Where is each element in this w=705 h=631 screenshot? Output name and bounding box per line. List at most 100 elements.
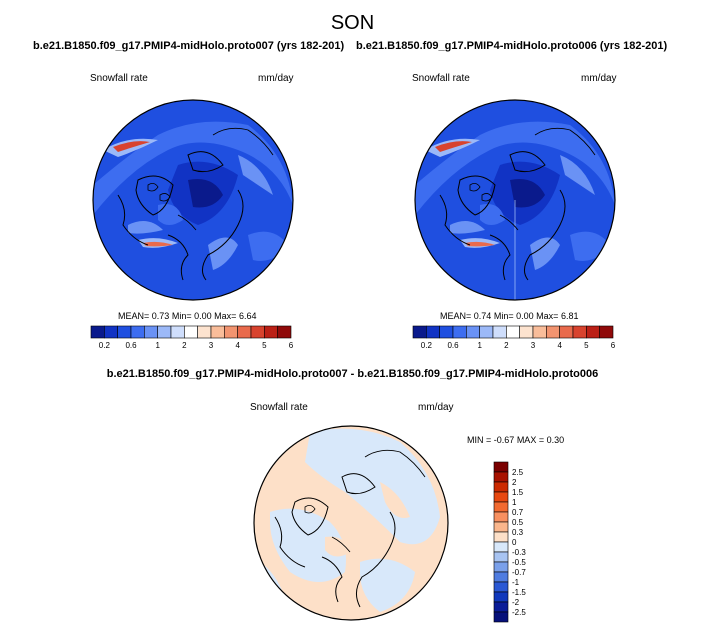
panel-1-colorbar-swatch [237,325,252,339]
panel-2-colorbar-swatch [466,325,480,339]
difference-colorbar-tick-label: 2 [512,478,517,487]
difference-colorbar-swatch [493,581,509,593]
difference-min-value: -0.67 [493,435,515,445]
panel-1-min-value: 0.00 [194,311,212,321]
panel-2-colorbar-swatch [572,325,587,339]
panel-2-units-label: mm/day [581,73,617,84]
panel-1-colorbar: 0.2 0.6 1 2 3 4 5 6 [90,325,294,350]
panel-1-colorbar-swatch [277,325,292,339]
panel-1-colorbar-swatch [250,325,265,339]
panel-2-colorbar-tick-label: 6 [611,341,616,350]
panel-1-colorbar-tick-label: 1 [155,341,160,350]
difference-colorbar-tick-label: 0 [512,538,517,547]
panel-2-colorbar-swatch [586,325,600,339]
panel-2-variable-label: Snowfall rate [412,73,470,84]
panel-2-colorbar: 0.2 0.6 1 2 3 4 5 6 [412,325,616,350]
panel-1-colorbar-swatch [197,325,212,339]
difference-colorbar-swatch [493,471,509,483]
panel-1-colorbar-swatch [144,325,158,339]
panel-1-colorbar-tick-label: 6 [289,341,294,350]
panel-2-stats: MEAN= 0.74 Min= 0.00 Max= 6.81 [440,311,578,321]
panel-2-colorbar-swatch [546,325,560,339]
panel-2-colorbar-tick-label: 4 [557,341,562,350]
panel-1-colorbar-swatch [210,325,225,339]
panel-1-mean-value: 0.73 [151,311,170,321]
difference-polar-map [253,425,449,621]
panel-2-colorbar-tick-label: 1 [477,341,482,350]
difference-colorbar: 2.521.510.70.50.30-0.3-0.5-0.7-1-1.5-2-2… [493,461,526,623]
panel-1-colorbar-swatch [170,325,185,339]
panel-1-colorbar-swatch [104,325,118,339]
difference-max-value: 0.30 [546,435,565,445]
panel-1-colorbar-tick-label: 3 [209,341,214,350]
difference-colorbar-tick-label: 2.5 [512,468,524,477]
panel-2-colorbar-swatch [559,325,574,339]
difference-colorbar-tick-label: -1.5 [512,588,526,597]
difference-colorbar-swatch [493,501,509,513]
panel-2-mean-label: MEAN= [440,311,472,321]
panel-2-max-label: Max= [536,311,559,321]
difference-colorbar-swatch [493,521,509,533]
panel-1-colorbar-tick-label: 5 [262,341,267,350]
panel-1-stats: MEAN= 0.73 Min= 0.00 Max= 6.64 [118,311,256,321]
panel-2-colorbar-swatch [519,325,534,339]
difference-colorbar-tick-label: -0.7 [512,568,526,577]
difference-colorbar-tick-label: -0.5 [512,558,526,567]
difference-colorbar-swatch [493,591,509,603]
difference-title: b.e21.B1850.f09_g17.PMIP4-midHolo.proto0… [106,368,599,380]
panel-2-min-label: Min= [493,311,514,321]
panel-2-mean-value: 0.74 [473,311,492,321]
panel-2-case-title: b.e21.B1850.f09_g17.PMIP4-midHolo.proto0… [356,40,668,52]
difference-colorbar-swatch [493,541,509,553]
panel-2-colorbar-swatch [599,325,614,339]
panel-2-max-value: 6.81 [560,311,579,321]
panel-1-colorbar-tick-label: 0.6 [125,341,137,350]
difference-units-label: mm/day [418,402,454,413]
panel-2-colorbar-tick-label: 2 [504,341,509,350]
panel-2-colorbar-swatch [532,325,547,339]
difference-colorbar-tick-label: 1 [512,498,517,507]
panel-1-colorbar-swatch [90,325,105,339]
difference-stats: MIN = -0.67 MAX = 0.30 [467,435,564,445]
difference-colorbar-tick-label: 1.5 [512,488,524,497]
difference-colorbar-swatch [493,551,509,563]
panel-1-case-title: b.e21.B1850.f09_g17.PMIP4-midHolo.proto0… [33,40,345,52]
difference-colorbar-tick-label: -0.3 [512,548,526,557]
panel-1-mean-label: MEAN= [118,311,150,321]
panel-1-colorbar-swatch [117,325,132,339]
panel-2-colorbar-tick-label: 0.6 [447,341,459,350]
difference-max-label: MAX = [516,435,545,445]
panel-1-colorbar-tick-label: 4 [235,341,240,350]
difference-colorbar-tick-label: -1 [512,578,520,587]
season-title: SON [330,12,375,34]
difference-colorbar-swatch [493,531,509,543]
difference-variable-label: Snowfall rate [250,402,308,413]
panel-1-colorbar-swatch [184,325,198,339]
difference-colorbar-swatch [493,611,509,623]
difference-colorbar-swatch [493,481,509,493]
panel-1-colorbar-swatch [264,325,278,339]
difference-colorbar-swatch [493,601,509,613]
panel-2-colorbar-swatch [479,325,494,339]
panel-1-variable-label: Snowfall rate [90,73,148,84]
panel-2-colorbar-tick-label: 3 [531,341,536,350]
panel-2-colorbar-swatch [452,325,467,339]
panel-2-colorbar-swatch [506,325,520,339]
panel-1-colorbar-swatch [130,325,145,339]
panel-1-colorbar-tick-label: 0.2 [99,341,111,350]
difference-colorbar-swatch [493,491,509,503]
panel-1-min-label: Min= [171,311,192,321]
panel-2-colorbar-swatch [426,325,440,339]
difference-colorbar-tick-label: -2.5 [512,608,526,617]
panel-2-colorbar-swatch [439,325,454,339]
difference-colorbar-swatch [493,461,509,473]
difference-colorbar-swatch [493,571,509,583]
panel-1-max-label: Max= [214,311,237,321]
difference-colorbar-swatch [493,511,509,523]
difference-colorbar-tick-label: 0.5 [512,518,524,527]
panel-1-colorbar-swatch [224,325,238,339]
panel-1-polar-map [92,99,294,301]
difference-colorbar-tick-label: -2 [512,598,520,607]
difference-colorbar-tick-label: 0.3 [512,528,524,537]
panel-2-colorbar-tick-label: 0.2 [421,341,433,350]
